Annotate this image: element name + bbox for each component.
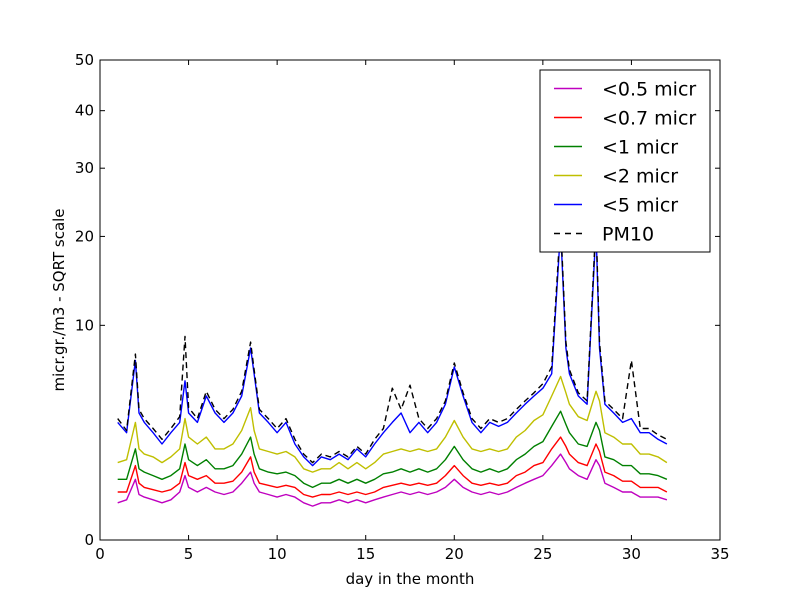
- y-tick-label-0: 0: [84, 531, 94, 549]
- y-tick-label-4: 40: [75, 102, 94, 120]
- x-tick-label-4: 20: [445, 545, 464, 563]
- x-tick-label-5: 25: [533, 545, 552, 563]
- x-tick-label-2: 10: [268, 545, 287, 563]
- legend-label-0: <0.5 micr: [602, 79, 696, 101]
- legend-label-5: PM10: [602, 224, 654, 246]
- x-tick-label-7: 35: [710, 545, 729, 563]
- x-tick-label-1: 5: [184, 545, 194, 563]
- x-axis-label: day in the month: [346, 570, 475, 588]
- y-tick-label-3: 30: [75, 159, 94, 177]
- y-tick-label-1: 10: [75, 316, 94, 334]
- series-line-0: [117, 453, 668, 507]
- series-line-5: [117, 220, 668, 464]
- x-tick-label-0: 0: [95, 545, 105, 563]
- series-line-3: [117, 375, 668, 473]
- plot-frame: [99, 59, 721, 541]
- series-line-1: [117, 436, 668, 498]
- legend-label-2: <1 micr: [602, 137, 678, 159]
- legend-box: [539, 69, 711, 253]
- series-layer: [117, 220, 668, 507]
- y-tick-label-5: 50: [75, 51, 94, 69]
- legend-label-3: <2 micr: [602, 166, 678, 188]
- y-axis-label: micr.gr./m3 - SQRT scale: [50, 208, 68, 391]
- x-tick-label-6: 30: [622, 545, 641, 563]
- series-line-2: [117, 410, 668, 489]
- y-tick-label-2: 20: [75, 227, 94, 245]
- legend: <0.5 micr <0.7 micr <1 micr <2 micr <5 micr P…: [539, 69, 711, 253]
- tick-layer: 0 5 10 15 20 25 30 35 0 10 20 30 40 50: [75, 51, 730, 563]
- x-tick-label-3: 15: [356, 545, 375, 563]
- legend-label-4: <5 micr: [602, 195, 678, 217]
- series-line-4: [117, 228, 668, 467]
- legend-label-1: <0.7 micr: [602, 108, 696, 130]
